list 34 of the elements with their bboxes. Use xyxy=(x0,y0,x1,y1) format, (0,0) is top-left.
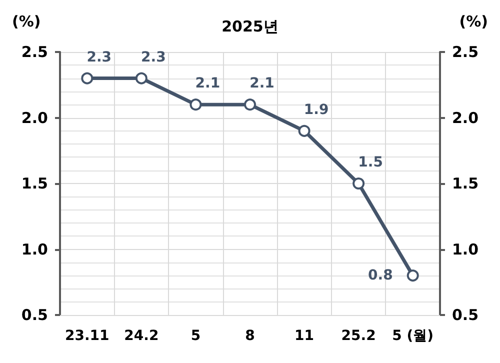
point xyxy=(298,124,310,137)
point xyxy=(190,98,202,111)
data-label: 2.3 xyxy=(86,49,112,66)
x-tick-label: 23.11 xyxy=(64,328,110,344)
point xyxy=(244,98,256,111)
x-tick-label: 5 xyxy=(190,328,201,344)
y-tick-label: 0.5 xyxy=(21,306,48,324)
data-label: 2.3 xyxy=(141,49,166,66)
data-label: 2.1 xyxy=(250,76,274,92)
point xyxy=(406,270,419,282)
y2-tick-label: 2.5 xyxy=(452,43,479,61)
data-label: 1.9 xyxy=(304,102,329,118)
y2-axis-title: (%) xyxy=(459,12,488,30)
point xyxy=(352,178,365,190)
data-label: 1.5 xyxy=(358,154,383,170)
point xyxy=(135,72,148,84)
x-tick-label: 5 (월) xyxy=(392,328,434,344)
x-tick-label: 25.2 xyxy=(341,328,376,344)
point xyxy=(81,72,94,84)
y-tick-label: 1.0 xyxy=(21,240,48,258)
y-axis-title: (%) xyxy=(12,12,41,30)
y-tick-label: 1.5 xyxy=(21,174,48,192)
y-tick-label: 2.0 xyxy=(21,108,48,127)
x-tick-label: 24.2 xyxy=(124,328,159,344)
y-tick-label: 2.5 xyxy=(21,43,48,61)
y2-tick-label: 1.5 xyxy=(452,174,479,192)
y2-tick-label: 2.0 xyxy=(452,108,479,127)
y2-tick-label: 1.0 xyxy=(452,240,479,258)
x-tick-label: 11 xyxy=(294,328,314,344)
data-label: 0.8 xyxy=(368,268,393,284)
data-label: 2.1 xyxy=(195,76,220,92)
x-tick-label: 8 xyxy=(245,328,255,344)
y2-tick-label: 0.5 xyxy=(452,306,479,324)
chart-title: 2025년 xyxy=(222,18,278,36)
